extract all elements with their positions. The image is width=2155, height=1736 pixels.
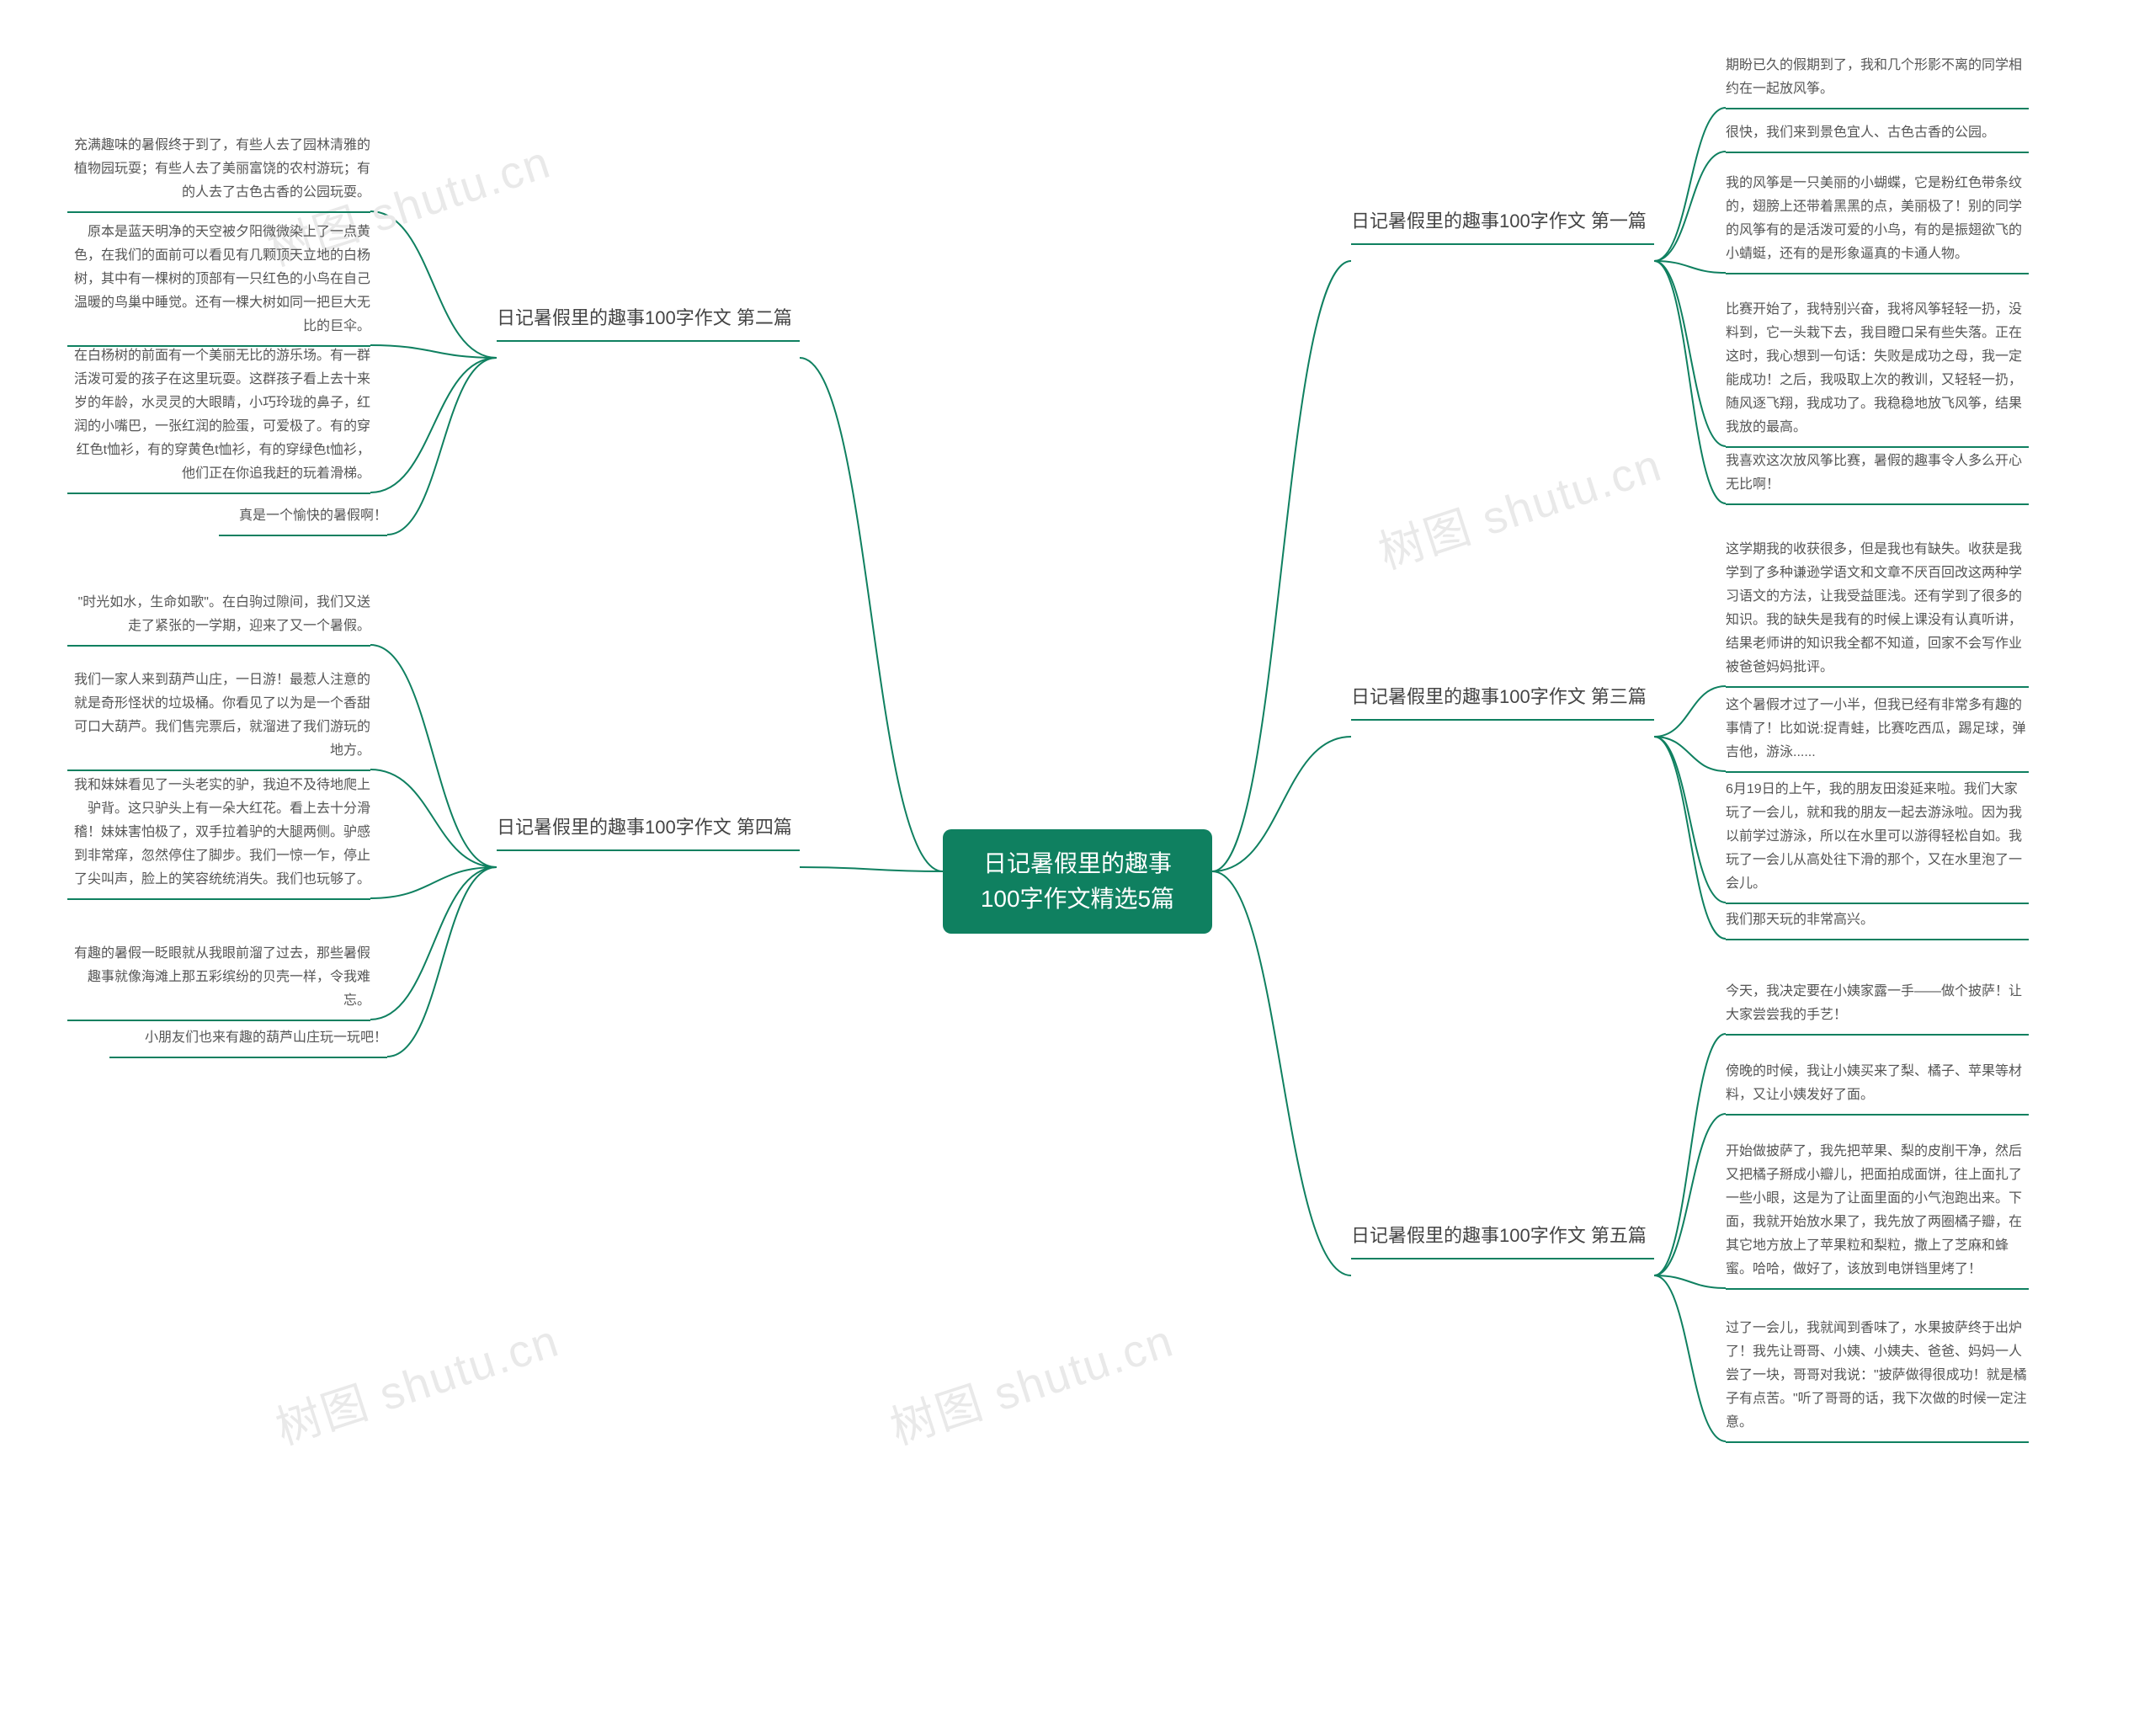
leaf-node[interactable]: 我和妹妹看见了一头老实的驴，我迫不及待地爬上驴背。这只驴头上有一朵大红花。看上去… (67, 770, 370, 900)
leaf-node[interactable]: 今天，我决定要在小姨家露一手——做个披萨！让大家尝尝我的手艺！ (1726, 977, 2029, 1036)
branch-node[interactable]: 日记暑假里的趣事100字作文 第三篇 (1351, 678, 1654, 721)
leaf-node[interactable]: 很快，我们来到景色宜人、古色古香的公园。 (1726, 118, 2029, 153)
leaf-node[interactable]: 在白杨树的前面有一个美丽无比的游乐场。有一群活泼可爱的孩子在这里玩耍。这群孩子看… (67, 341, 370, 494)
leaf-node[interactable]: 小朋友们也来有趣的葫芦山庄玩一玩吧！ (109, 1023, 387, 1058)
watermark: 树图 shutu.cn (881, 1303, 1180, 1457)
leaf-node[interactable]: 傍晚的时候，我让小姨买来了梨、橘子、苹果等材料，又让小姨发好了面。 (1726, 1057, 2029, 1116)
watermark: 树图 shutu.cn (266, 1303, 566, 1457)
branch-node[interactable]: 日记暑假里的趣事100字作文 第一篇 (1351, 202, 1654, 245)
leaf-node[interactable]: 我们一家人来到葫芦山庄，一日游！最惹人注意的就是奇形怪状的垃圾桶。你看见了以为是… (67, 665, 370, 771)
leaf-node[interactable]: 这学期我的收获很多，但是我也有缺失。收获是我学到了多种谦逊学语文和文章不厌百回改… (1726, 535, 2029, 688)
leaf-node[interactable]: 开始做披萨了，我先把苹果、梨的皮削干净，然后又把橘子掰成小瓣儿，把面拍成面饼，往… (1726, 1137, 2029, 1290)
leaf-node[interactable]: 比赛开始了，我特别兴奋，我将风筝轻轻一扔，没料到，它一头栽下去，我目瞪口呆有些失… (1726, 295, 2029, 448)
watermark: 树图 shutu.cn (1369, 428, 1668, 582)
leaf-node[interactable]: 原本是蓝天明净的天空被夕阳微微染上了一点黄色，在我们的面前可以看见有几颗顶天立地… (67, 217, 370, 347)
branch-node[interactable]: 日记暑假里的趣事100字作文 第二篇 (497, 299, 800, 342)
leaf-node[interactable]: 我们那天玩的非常高兴。 (1726, 905, 2029, 940)
branch-node[interactable]: 日记暑假里的趣事100字作文 第五篇 (1351, 1217, 1654, 1259)
branch-node[interactable]: 日记暑假里的趣事100字作文 第四篇 (497, 808, 800, 851)
leaf-node[interactable]: 期盼已久的假期到了，我和几个形影不离的同学相约在一起放风筝。 (1726, 51, 2029, 109)
leaf-node[interactable]: 我的风筝是一只美丽的小蝴蝶，它是粉红色带条纹的，翅膀上还带着黑黑的点，美丽极了！… (1726, 168, 2029, 274)
leaf-node[interactable]: 有趣的暑假一眨眼就从我眼前溜了过去，那些暑假趣事就像海滩上那五彩缤纷的贝壳一样，… (67, 939, 370, 1021)
leaf-node[interactable]: 这个暑假才过了一小半，但我已经有非常多有趣的事情了！比如说:捉青蛙，比赛吃西瓜，… (1726, 690, 2029, 773)
leaf-node[interactable]: 充满趣味的暑假终于到了，有些人去了园林清雅的植物园玩耍；有些人去了美丽富饶的农村… (67, 130, 370, 213)
leaf-node[interactable]: 我喜欢这次放风筝比赛，暑假的趣事令人多么开心无比啊！ (1726, 446, 2029, 505)
center-node[interactable]: 日记暑假里的趣事100字作文精选5篇 (943, 829, 1212, 934)
leaf-node[interactable]: "时光如水，生命如歌"。在白驹过隙间，我们又送走了紧张的一学期，迎来了又一个暑假… (67, 588, 370, 647)
leaf-node[interactable]: 过了一会儿，我就闻到香味了，水果披萨终于出炉了！我先让哥哥、小姨、小姨夫、爸爸、… (1726, 1313, 2029, 1443)
leaf-node[interactable]: 6月19日的上午，我的朋友田浚延来啦。我们大家玩了一会儿，就和我的朋友一起去游泳… (1726, 775, 2029, 904)
leaf-node[interactable]: 真是一个愉快的暑假啊！ (219, 501, 387, 536)
mindmap-canvas: 树图 shutu.cn树图 shutu.cn树图 shutu.cn树图 shut… (0, 0, 2155, 1736)
